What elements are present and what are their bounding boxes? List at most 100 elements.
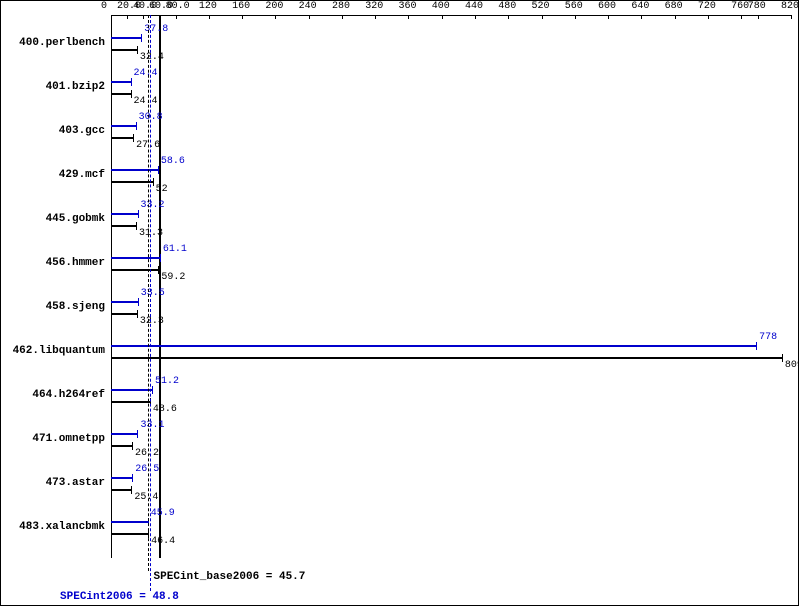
x-axis-tick — [442, 15, 443, 19]
x-axis-tick-label: 80.0 — [166, 1, 190, 12]
x-axis-tick-label: 400 — [432, 1, 450, 12]
base-bar-cap — [136, 222, 137, 230]
summary-peak-label: SPECint2006 = 48.8 — [60, 591, 179, 603]
peak-bar — [111, 81, 131, 83]
benchmark-label: 462.libquantum — [13, 345, 105, 357]
x-axis-tick — [608, 15, 609, 19]
peak-bar-cap — [138, 298, 139, 306]
base-bar — [111, 49, 137, 51]
benchmark-label: 471.omnetpp — [32, 433, 105, 445]
peak-bar-cap — [131, 78, 132, 86]
x-axis-tick — [675, 15, 676, 19]
peak-bar — [111, 301, 138, 303]
benchmark-label: 401.bzip2 — [46, 81, 105, 93]
x-axis-tick-label: 780 — [748, 1, 766, 12]
benchmark-label: 473.astar — [46, 477, 105, 489]
x-axis-tick — [542, 15, 543, 19]
peak-value-label: 33.5 — [141, 288, 165, 299]
peak-bar — [111, 125, 136, 127]
peak-bar — [111, 345, 756, 347]
base-value-label: 25.4 — [134, 492, 158, 503]
base-value-label: 31.3 — [139, 228, 163, 239]
base-value-label: 59.2 — [161, 272, 185, 283]
x-axis-tick-label: 440 — [465, 1, 483, 12]
base-value-label: 46.4 — [151, 536, 175, 547]
x-axis-tick — [408, 15, 409, 19]
peak-bar-cap — [756, 342, 757, 350]
base-value-label: 32.4 — [140, 52, 164, 63]
base-bar — [111, 225, 136, 227]
peak-value-label: 45.9 — [151, 508, 175, 519]
x-axis-tick-label: 360 — [398, 1, 416, 12]
x-axis-tick — [143, 15, 144, 19]
base-bar — [111, 313, 137, 315]
x-axis-tick-label: 120 — [199, 1, 217, 12]
x-axis-tick — [176, 15, 177, 19]
x-axis-tick-label: 720 — [698, 1, 716, 12]
x-axis-tick-label: 240 — [299, 1, 317, 12]
base-bar — [111, 357, 782, 359]
x-axis-tick-label: 680 — [665, 1, 683, 12]
base-bar — [111, 137, 133, 139]
x-axis-tick-label: 160 — [232, 1, 250, 12]
peak-bar-cap — [132, 474, 133, 482]
x-axis-tick-label: 560 — [565, 1, 583, 12]
benchmark-label: 464.h264ref — [32, 389, 105, 401]
axis-break-line — [159, 15, 161, 558]
base-bar — [111, 533, 148, 535]
benchmark-label: 403.gcc — [59, 125, 105, 137]
base-bar-cap — [133, 134, 134, 142]
peak-bar-cap — [158, 166, 159, 174]
benchmark-label: 400.perlbench — [19, 37, 105, 49]
x-axis-tick — [275, 15, 276, 19]
x-axis-tick-label: 0 — [101, 1, 107, 12]
x-axis-tick — [342, 15, 343, 19]
x-axis-tick — [708, 15, 709, 19]
x-axis-tick — [758, 15, 759, 19]
x-axis-tick — [791, 15, 792, 19]
peak-value-label: 24.4 — [134, 68, 158, 79]
peak-bar-cap — [141, 34, 142, 42]
benchmark-label: 445.gobmk — [46, 213, 105, 225]
x-axis-tick-label: 200 — [265, 1, 283, 12]
x-axis-tick — [375, 15, 376, 19]
base-bar-cap — [131, 486, 132, 494]
x-axis-tick-label: 600 — [598, 1, 616, 12]
x-axis-tick-label: 640 — [631, 1, 649, 12]
x-axis-tick — [127, 15, 128, 19]
x-axis-tick-label: 520 — [532, 1, 550, 12]
peak-bar — [111, 477, 132, 479]
base-bar-cap — [153, 178, 154, 186]
summary-base-label: SPECint_base2006 = 45.7 — [154, 571, 306, 583]
summary-base-guideline — [148, 15, 149, 571]
base-value-label: 32.3 — [140, 316, 164, 327]
peak-bar — [111, 433, 137, 435]
x-axis-tick-label: 280 — [332, 1, 350, 12]
base-value-label: 24.4 — [134, 96, 158, 107]
base-bar — [111, 93, 131, 95]
peak-value-label: 51.2 — [155, 376, 179, 387]
x-axis-tick — [575, 15, 576, 19]
x-axis-tick-label: 760 — [731, 1, 749, 12]
peak-bar — [111, 521, 148, 523]
x-axis-tick — [741, 15, 742, 19]
base-bar — [111, 489, 131, 491]
base-value-label: 809 — [785, 360, 799, 371]
benchmark-label: 429.mcf — [59, 169, 105, 181]
x-axis-tick — [209, 15, 210, 19]
peak-bar-cap — [152, 386, 153, 394]
peak-value-label: 33.1 — [140, 420, 164, 431]
benchmark-label: 483.xalancbmk — [19, 521, 105, 533]
base-bar-cap — [137, 46, 138, 54]
base-bar-cap — [782, 354, 783, 362]
base-bar — [111, 445, 132, 447]
peak-bar-cap — [160, 254, 161, 262]
spec-chart: 020.040.060.080.012016020024028032036040… — [0, 0, 799, 606]
summary-peak-guideline — [150, 15, 151, 591]
peak-value-label: 778 — [759, 332, 777, 343]
x-axis-tick — [242, 15, 243, 19]
base-bar-cap — [158, 266, 159, 274]
peak-value-label: 58.6 — [161, 156, 185, 167]
peak-bar — [111, 257, 160, 259]
benchmark-label: 456.hmmer — [46, 257, 105, 269]
